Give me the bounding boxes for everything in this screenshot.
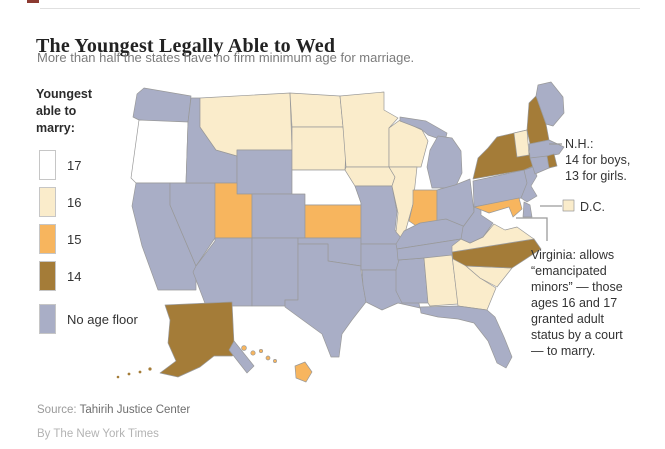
source-label: Source: <box>37 404 77 416</box>
state-michigan-lower-peninsula <box>426 135 463 189</box>
aleutian-island <box>116 375 120 379</box>
state-alaska <box>159 301 241 378</box>
state-vermont <box>513 129 530 158</box>
state-alabama <box>423 254 459 307</box>
legend-label-14: 14 <box>67 269 82 284</box>
legend-item-17: 17 <box>39 150 129 180</box>
state-colorado <box>251 193 306 239</box>
page-title: The Youngest Legally Able to Wed <box>36 35 336 58</box>
page-subtitle: More than half the states have no firm m… <box>37 50 415 65</box>
legend-title: Youngest able to marry: <box>36 86 136 137</box>
annotation-line: — to marry. <box>531 344 596 358</box>
state-maine <box>535 81 565 127</box>
annotation-line: minors” — those <box>531 280 623 294</box>
legend-swatch-no-age-floor <box>39 304 56 334</box>
virginia-leader-line <box>516 217 548 241</box>
aleutian-island <box>127 372 131 376</box>
dc-map-swatch <box>562 199 575 212</box>
byline: By The New York Times <box>37 428 159 440</box>
hawaii-big-island <box>294 361 313 383</box>
state-north-dakota <box>289 92 344 128</box>
annotation-dc-label: D.C. <box>580 200 605 214</box>
annotation-line: “emancipated <box>531 264 607 278</box>
state-kansas <box>304 204 362 239</box>
map-legend: Youngest able to marry: 17 16 15 14 No a… <box>36 86 138 334</box>
state-washington <box>132 87 192 123</box>
legend-swatch-14 <box>39 261 56 291</box>
legend-title-line: able to <box>36 104 77 118</box>
top-divider-rule <box>40 8 640 9</box>
annotation-line: 13 for girls. <box>565 169 627 183</box>
state-south-dakota <box>291 126 347 171</box>
cropped-page-artifact <box>27 0 39 3</box>
legend-item-no-age-floor: No age floor <box>39 304 138 334</box>
state-maryland <box>473 197 523 218</box>
annotation-new-hampshire: N.H.: 14 for boys, 13 for girls. <box>565 136 663 184</box>
source-link[interactable]: Tahirih Justice Center <box>79 404 191 416</box>
state-new-mexico <box>251 237 299 307</box>
legend-title-line: marry: <box>36 121 75 135</box>
legend-swatch-17 <box>39 150 56 180</box>
state-texas <box>284 243 367 358</box>
alaska-panhandle <box>228 340 255 374</box>
annotation-line: N.H.: <box>565 137 594 151</box>
legend-title-line: Youngest <box>36 87 93 101</box>
annotation-line: granted adult <box>531 312 604 326</box>
state-montana <box>199 92 293 157</box>
annotation-line: status by a court <box>531 328 623 342</box>
legend-swatch-16 <box>39 187 56 217</box>
annotation-virginia: Virginia: allows “emancipated minors” — … <box>531 247 649 359</box>
legend-item-16: 16 <box>39 187 129 217</box>
state-illinois <box>388 166 418 241</box>
annotation-line: Virginia: allows <box>531 248 615 262</box>
source-line: Source: Tahirih Justice Center <box>37 404 190 416</box>
legend-label-no-age-floor: No age floor <box>67 312 138 327</box>
hawaii-island <box>241 345 247 351</box>
hawaii-island <box>258 348 264 354</box>
legend-label-16: 16 <box>67 195 82 210</box>
state-wyoming <box>236 149 293 195</box>
state-connecticut <box>529 155 550 175</box>
legend-item-14: 14 <box>39 261 129 291</box>
state-oregon <box>130 119 189 184</box>
state-massachusetts <box>528 139 565 159</box>
legend-item-15: 15 <box>39 224 129 254</box>
hawaii-island <box>273 359 277 363</box>
legend-label-17: 17 <box>67 158 82 173</box>
hawaii-island <box>265 355 271 361</box>
state-florida <box>419 305 513 369</box>
aleutian-island <box>138 370 142 374</box>
annotation-line: ages 16 and 17 <box>531 296 618 310</box>
aleutian-island <box>148 367 152 371</box>
state-mississippi <box>395 257 429 304</box>
state-delaware <box>522 201 533 218</box>
legend-swatch-15 <box>39 224 56 254</box>
hawaii-island <box>250 350 256 356</box>
annotation-line: 14 for boys, <box>565 153 631 167</box>
legend-label-15: 15 <box>67 232 82 247</box>
